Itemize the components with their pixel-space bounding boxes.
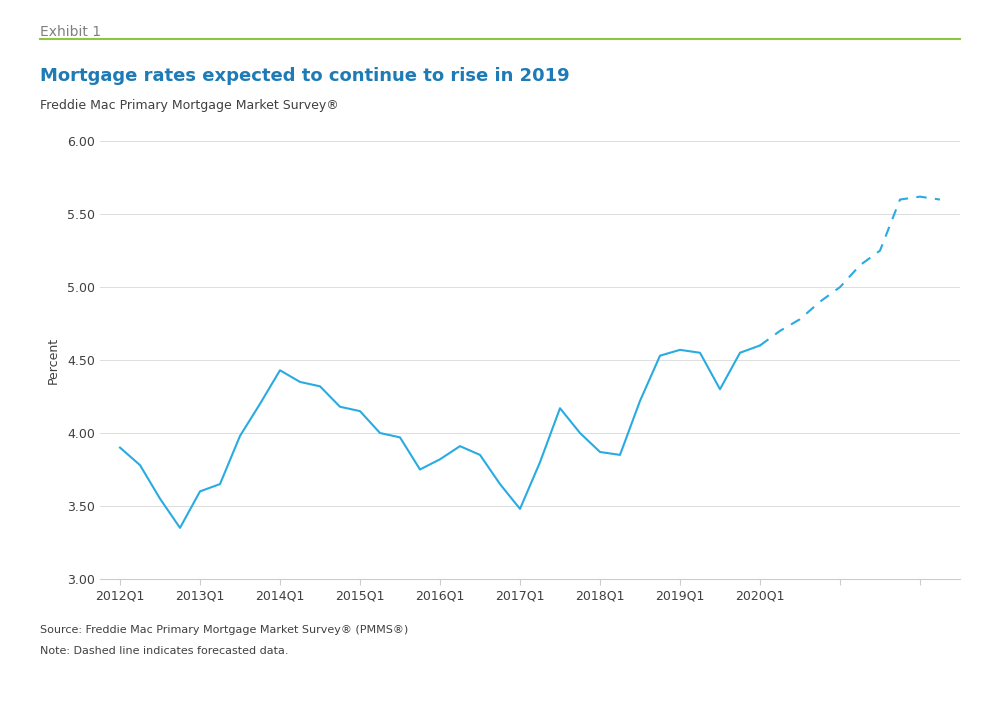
Text: Note: Dashed line indicates forecasted data.: Note: Dashed line indicates forecasted d… — [40, 646, 288, 656]
Text: Source: Freddie Mac Primary Mortgage Market Survey® (PMMS®): Source: Freddie Mac Primary Mortgage Mar… — [40, 625, 408, 635]
Text: Exhibit 1: Exhibit 1 — [40, 25, 101, 39]
Text: Mortgage rates expected to continue to rise in 2019: Mortgage rates expected to continue to r… — [40, 67, 570, 85]
Y-axis label: Percent: Percent — [47, 337, 60, 383]
Text: Freddie Mac Primary Mortgage Market Survey®: Freddie Mac Primary Mortgage Market Surv… — [40, 99, 339, 112]
